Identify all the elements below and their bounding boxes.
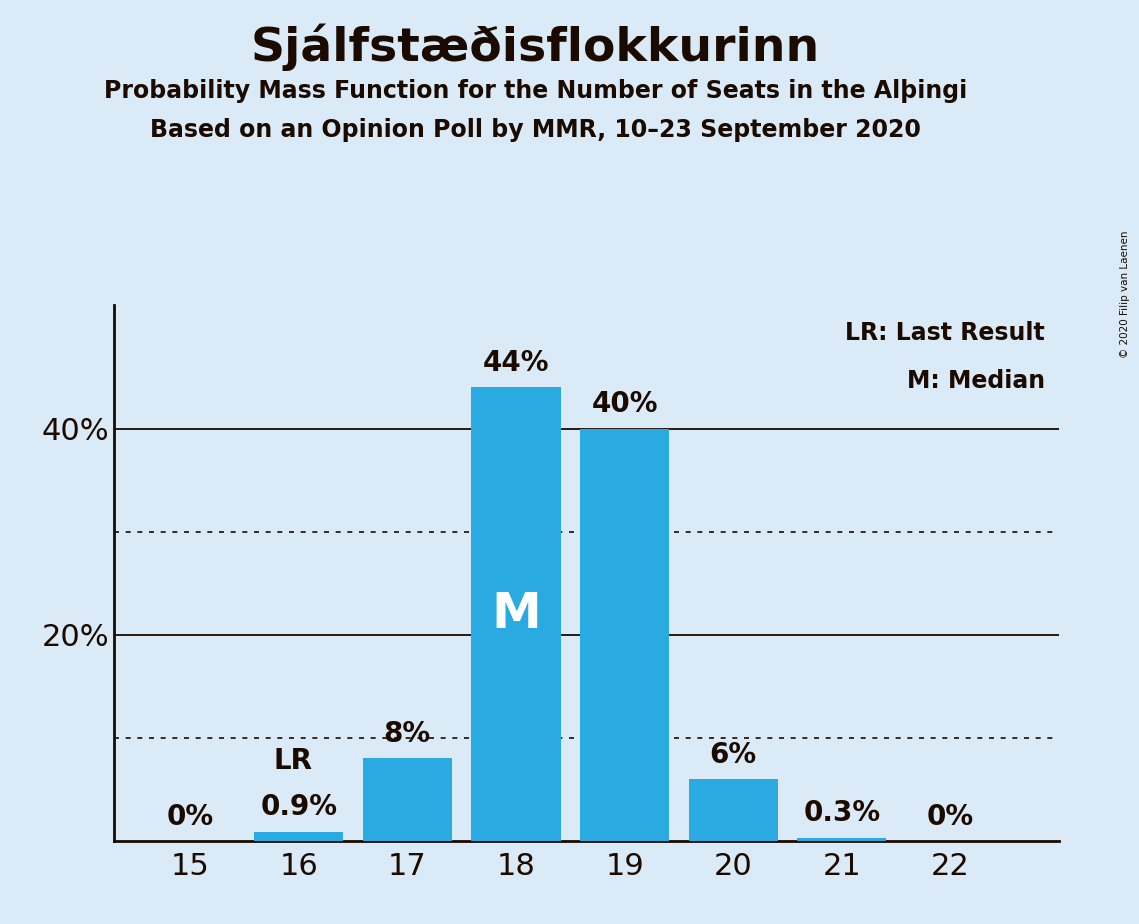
Bar (797, 838, 886, 841)
Text: 0%: 0% (927, 803, 974, 831)
Text: 0%: 0% (166, 803, 213, 831)
Text: © 2020 Filip van Laenen: © 2020 Filip van Laenen (1120, 231, 1130, 359)
Bar (362, 759, 452, 841)
Text: Probability Mass Function for the Number of Seats in the Alþingi: Probability Mass Function for the Number… (104, 79, 967, 103)
Text: 6%: 6% (710, 741, 756, 769)
Text: LR: Last Result: LR: Last Result (845, 321, 1046, 345)
Bar (580, 429, 670, 841)
Text: Based on an Opinion Poll by MMR, 10–23 September 2020: Based on an Opinion Poll by MMR, 10–23 S… (150, 118, 920, 142)
Text: M: Median: M: Median (907, 370, 1046, 394)
Text: M: M (491, 590, 541, 638)
Bar (472, 387, 560, 841)
Bar (689, 779, 778, 841)
Text: Sjálfstæðisflokkurinn: Sjálfstæðisflokkurinn (251, 23, 820, 70)
Text: 44%: 44% (483, 349, 549, 377)
Text: 8%: 8% (384, 720, 431, 748)
Bar (254, 832, 343, 841)
Text: 40%: 40% (591, 390, 658, 419)
Text: 0.3%: 0.3% (803, 799, 880, 828)
Text: 0.9%: 0.9% (260, 794, 337, 821)
Text: LR: LR (273, 747, 313, 775)
